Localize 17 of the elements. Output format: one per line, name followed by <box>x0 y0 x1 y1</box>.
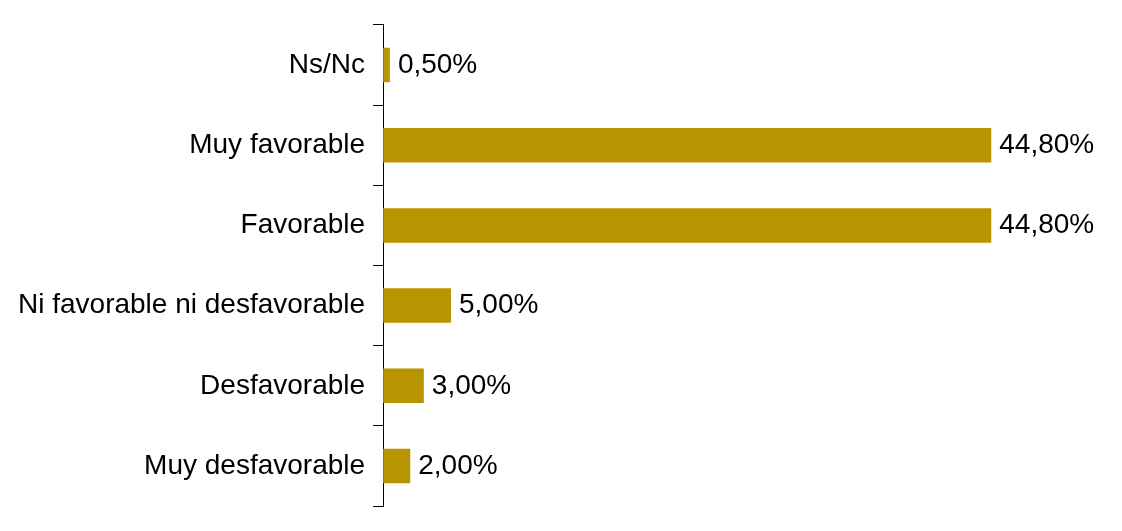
y-tick-label: Ni favorable ni desfavorable <box>17 288 366 320</box>
data-label: 44,80% <box>999 127 1095 159</box>
y-tick-label: Muy favorable <box>189 127 366 159</box>
y-tick-label: Muy desfavorable <box>144 448 366 480</box>
bar <box>383 368 424 404</box>
y-tick-label: Desfavorable <box>200 368 366 400</box>
data-label: 44,80% <box>999 208 1095 240</box>
y-tick-label: Ns/Nc <box>288 47 366 79</box>
bar <box>383 288 451 323</box>
bar <box>383 448 411 484</box>
data-label: 5,00% <box>458 288 539 320</box>
data-label: 3,00% <box>431 368 512 400</box>
bar <box>383 208 992 243</box>
bar <box>383 127 992 163</box>
data-label: 2,00% <box>418 448 498 480</box>
data-label: 0,50% <box>397 47 478 79</box>
y-tick-label: Favorable <box>240 208 366 240</box>
